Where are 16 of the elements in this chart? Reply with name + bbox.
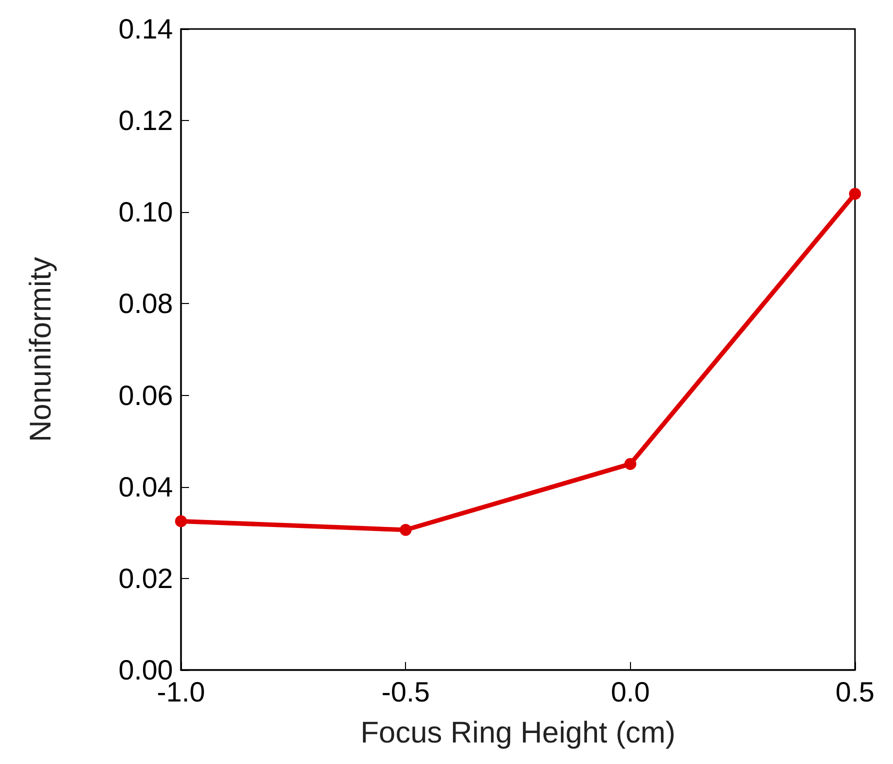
y-tick-label: 0.14 xyxy=(118,14,173,44)
point xyxy=(849,188,861,200)
x-tick-label: 0.5 xyxy=(836,676,874,708)
y-tick-label: 0.02 xyxy=(118,562,173,594)
y-tick-label: 0.04 xyxy=(118,471,173,502)
point xyxy=(175,515,187,528)
x-tick-label: 0.0 xyxy=(610,676,650,708)
y-axis-title: Nonuniformity xyxy=(24,256,58,442)
y-tick-label: 0.12 xyxy=(118,105,173,136)
y-tick-label: 0.10 xyxy=(118,196,173,228)
x-tick-label: -0.5 xyxy=(382,676,430,708)
point xyxy=(400,524,412,536)
point xyxy=(624,458,636,470)
y-tick-label: 0.08 xyxy=(118,288,173,320)
x-axis-title: Focus Ring Height (cm) xyxy=(360,716,676,750)
y-tick-label: 0.06 xyxy=(118,380,173,411)
